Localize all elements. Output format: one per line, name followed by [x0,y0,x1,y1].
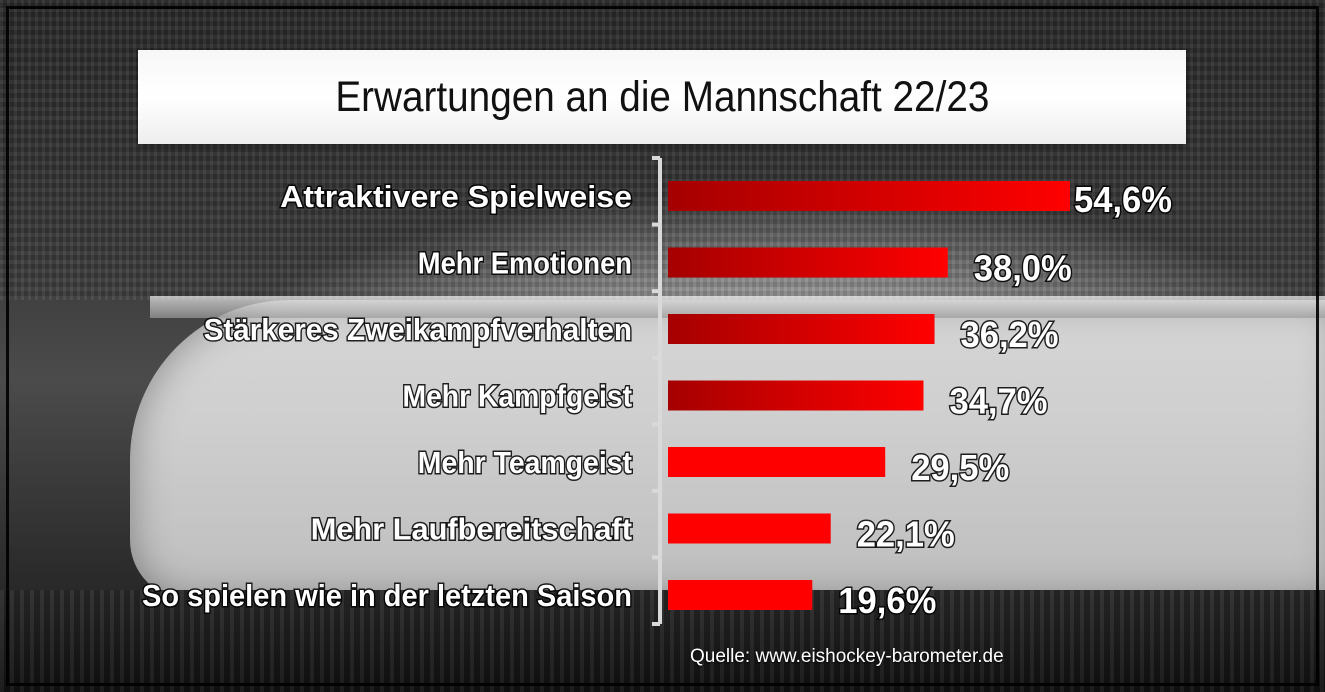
bar [668,447,886,477]
category-labels: Attraktivere Spielweise Mehr Emotionen Stä… [141,178,634,615]
bar [668,181,1070,211]
source-label: Quelle: www.eishockey-barometer.de [690,646,1004,667]
rink-boards-background [150,296,1325,318]
bar [668,314,935,344]
chart-title: Erwartungen an die Mannschaft 22/23 [334,72,990,121]
bar [668,380,924,411]
value-labels: 54,6%38,0% 36,2% 34,7% 29,5% 22,1% 19,6% [837,178,1174,623]
value-label: 29,5% [911,447,1009,488]
category-label: Mehr Teamgeist [418,445,632,480]
category-label: Stärkeres Zweikampfverhalten [204,312,632,347]
title-banner: Erwartungen an die Mannschaft 22/23 [138,50,1186,144]
value-label: 19,6% [838,580,936,621]
value-label: 36,2% [961,314,1059,355]
bar [668,513,831,544]
bars [668,181,1070,610]
category-label: Mehr Laufbereitschaft [311,512,632,547]
category-label: Mehr Kampfgeist [403,379,633,414]
category-axis [652,156,662,626]
value-label: 38,0% [974,248,1072,289]
crowd-lower-background [0,590,1325,692]
category-label: Attraktivere Spielweise [280,179,632,214]
bar [668,247,948,278]
category-label: Mehr Emotionen [418,246,632,281]
value-label: 22,1% [857,514,955,555]
category-label: So spielen wie in der letzten Saison [142,578,632,613]
value-label: 54,6% [1074,179,1172,220]
value-label: 34,7% [949,381,1047,422]
bar [668,580,813,610]
